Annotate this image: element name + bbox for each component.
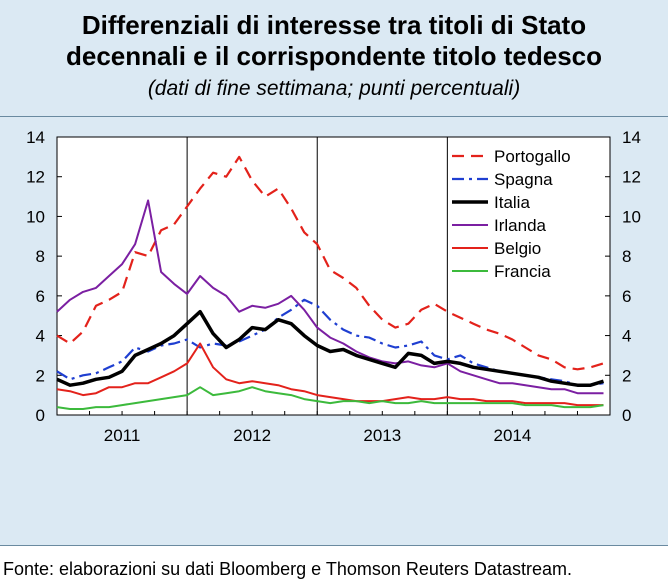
series-line-portogallo <box>56 155 604 371</box>
x-tick-label: 2012 <box>233 426 271 445</box>
x-tick-label: 2011 <box>104 426 141 445</box>
source-note: Fonte: elaborazioni su dati Bloomberg e … <box>3 559 572 579</box>
y-tick-label-left: 2 <box>36 366 45 385</box>
y-tick-label-left: 8 <box>36 247 45 266</box>
y-tick-label-left: 12 <box>26 168 45 187</box>
y-tick-label-right: 2 <box>622 366 631 385</box>
x-tick-label: 2014 <box>493 426 531 445</box>
y-tick-label-right: 14 <box>622 128 641 147</box>
series-line-irlanda <box>56 199 604 395</box>
series-line-francia <box>56 386 604 410</box>
chart-title-line1: Differenziali di interesse tra titoli di… <box>81 10 587 40</box>
line-chart: 0 0 2 2 4 4 6 6 8 8 10 10 12 12 14 14 2011 2012 2013 2014 Po… <box>26 128 641 445</box>
x-tick-label: 2013 <box>363 426 401 445</box>
y-tick-label-left: 4 <box>36 327 45 346</box>
divider <box>0 545 668 546</box>
legend-label-belgio: Belgio <box>494 239 541 258</box>
legend-label-portogallo: Portogallo <box>494 147 571 166</box>
chart-header: Differenziali di interesse tra titoli di… <box>0 0 668 117</box>
y-tick-label-right: 6 <box>622 287 631 306</box>
y-tick-label-right: 4 <box>622 327 631 346</box>
y-tick-label-right: 0 <box>622 406 631 425</box>
y-tick-label-right: 12 <box>622 168 641 187</box>
legend-label-italia: Italia <box>494 193 530 212</box>
plot-area <box>56 136 611 416</box>
series-line-italia <box>56 309 605 387</box>
series-line-belgio <box>56 342 604 407</box>
y-tick-label-right: 8 <box>622 247 631 266</box>
chart-title-line2: decennali e il corrispondente titolo ted… <box>66 41 602 71</box>
y-tick-label-left: 14 <box>26 128 45 147</box>
y-tick-label-left: 0 <box>36 406 45 425</box>
y-tick-label-left: 6 <box>36 287 45 306</box>
legend-label-francia: Francia <box>494 262 551 281</box>
legend-label-spagna: Spagna <box>494 170 553 189</box>
legend-label-irlanda: Irlanda <box>494 216 547 235</box>
y-tick-label-right: 10 <box>622 207 641 226</box>
chart-subtitle: (dati di fine settimana; punti percentua… <box>147 77 521 100</box>
y-tick-label-left: 10 <box>26 207 45 226</box>
